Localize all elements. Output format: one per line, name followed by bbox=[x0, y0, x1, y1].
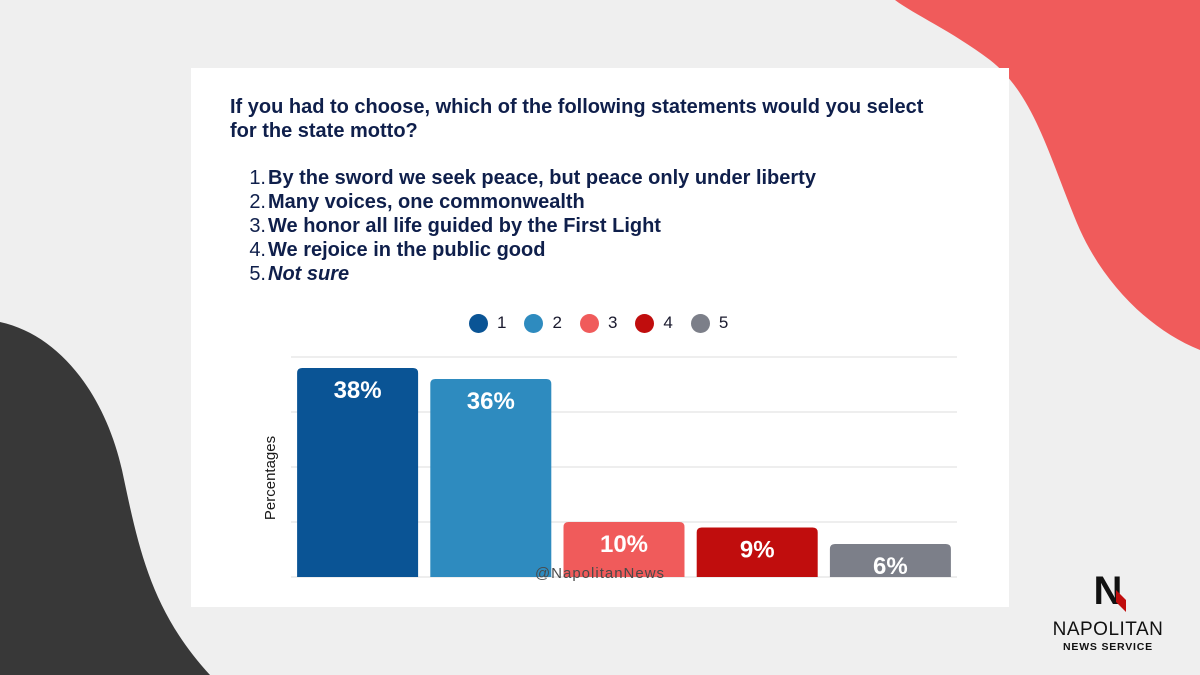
option-number: 2. bbox=[249, 191, 266, 213]
option-number: 5. bbox=[249, 263, 266, 285]
option-number: 1. bbox=[249, 167, 266, 189]
option-text: Many voices, one commonwealth bbox=[268, 191, 585, 213]
option-number: 4. bbox=[249, 239, 266, 261]
legend-label: 5 bbox=[718, 313, 729, 332]
option-item: 5. Not sure bbox=[236, 262, 816, 286]
option-text: Not sure bbox=[268, 263, 350, 285]
option-item: 4. We rejoice in the public good bbox=[236, 238, 816, 262]
data-label: 36% bbox=[467, 388, 515, 415]
legend-swatch bbox=[579, 313, 599, 333]
data-label: 6% bbox=[873, 553, 908, 580]
legend-label: 4 bbox=[663, 313, 673, 332]
logo-letter: N bbox=[1094, 569, 1123, 612]
options-list: 1. By the sword we seek peace, but peace … bbox=[236, 166, 816, 286]
y-axis-label: Percentages bbox=[262, 436, 279, 520]
logo-subtitle: NEWS SERVICE bbox=[1063, 641, 1153, 653]
option-text: We rejoice in the public good bbox=[268, 239, 546, 261]
logo-name: NAPOLITAN bbox=[1052, 619, 1164, 640]
bar-2[interactable] bbox=[430, 379, 552, 577]
legend-swatch bbox=[690, 313, 710, 333]
data-label: 9% bbox=[740, 537, 775, 564]
bars: 38% 36% 10% 9% 6% bbox=[297, 368, 951, 580]
bar-1[interactable] bbox=[297, 368, 419, 577]
legend-item[interactable]: 4 bbox=[635, 313, 673, 333]
logo-mark-icon: N bbox=[1094, 569, 1126, 613]
legend-item[interactable]: 5 bbox=[690, 313, 729, 333]
legend-label: 3 bbox=[607, 313, 618, 332]
legend-swatch bbox=[635, 313, 655, 333]
legend-swatch bbox=[524, 313, 544, 333]
legend-label: 2 bbox=[552, 313, 562, 332]
option-text: We honor all life guided by the First Li… bbox=[268, 215, 661, 237]
coral-shape bbox=[895, 0, 1200, 350]
data-label: 38% bbox=[334, 377, 382, 404]
option-item: 3. We honor all life guided by the First … bbox=[236, 214, 816, 238]
question-text: If you had to choose, which of the follo… bbox=[230, 96, 924, 142]
dark-shape bbox=[0, 322, 210, 675]
option-text: By the sword we seek peace, but peace on… bbox=[268, 167, 816, 189]
bar-3[interactable] bbox=[563, 522, 685, 577]
bar-4[interactable] bbox=[696, 527, 818, 578]
bar-5[interactable] bbox=[829, 544, 951, 577]
chart-legend: 1 2 3 4 5 bbox=[469, 313, 728, 333]
legend-swatch bbox=[469, 313, 488, 333]
social-handle: @NapolitanNews bbox=[534, 565, 666, 582]
option-number: 3. bbox=[249, 215, 266, 237]
chart-card: If you had to choose, which of the follo… bbox=[191, 68, 1009, 607]
data-label: 10% bbox=[600, 531, 648, 558]
legend-label: 1 bbox=[497, 313, 507, 332]
legend-item[interactable]: 1 bbox=[469, 313, 506, 333]
option-item: 1. By the sword we seek peace, but peace … bbox=[236, 166, 816, 190]
legend-item[interactable]: 2 bbox=[524, 313, 562, 333]
legend-item[interactable]: 3 bbox=[579, 313, 618, 333]
brand-logo: N NAPOLITAN NEWS SERVICE bbox=[1045, 568, 1171, 653]
bar-chart: 38% 36% 10% 9% 6% Percentages bbox=[262, 356, 957, 580]
option-item: 2. Many voices, one commonwealth bbox=[236, 190, 816, 214]
